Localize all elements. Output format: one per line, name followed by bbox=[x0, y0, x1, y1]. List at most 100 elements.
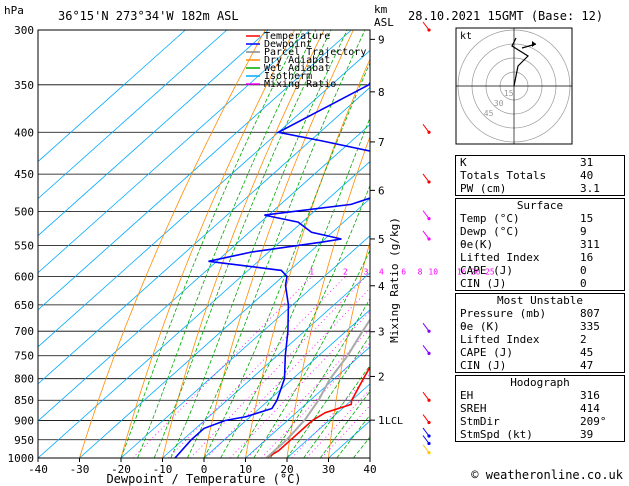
dewpoint-line bbox=[174, 81, 370, 458]
surface-value: 0 bbox=[580, 264, 587, 277]
hodograph-stat-value: 414 bbox=[580, 402, 600, 415]
mixing-ratio-label: 8 bbox=[418, 267, 423, 276]
wet-adiabat-line bbox=[236, 184, 370, 458]
mixing-ratio-label: 10 bbox=[428, 267, 438, 276]
x-tick-label: -40 bbox=[28, 463, 48, 476]
index-row: Totals Totals 40 bbox=[456, 169, 624, 182]
index-label: PW (cm) bbox=[460, 182, 507, 195]
copyright-footer: © weatheronline.co.uk bbox=[471, 468, 623, 482]
legend-label: Mixing Ratio bbox=[264, 79, 336, 90]
legend-label: Dewpoint bbox=[264, 39, 312, 50]
surface-label: Dewp (°C) bbox=[460, 225, 520, 238]
x-tick-label: 20 bbox=[280, 463, 293, 476]
km-tick-label: 9 bbox=[378, 33, 385, 46]
mixing-ratio-line bbox=[190, 276, 367, 458]
wind-barbs bbox=[422, 21, 431, 455]
hodograph-stat-row: EH 316 bbox=[456, 389, 624, 402]
most-unstable-value: 807 bbox=[580, 307, 600, 320]
isotherm-line bbox=[38, 30, 311, 274]
hodograph-stat-value: 316 bbox=[580, 389, 600, 402]
wet-adiabat-line bbox=[203, 61, 370, 458]
hodograph-title: Hodograph bbox=[510, 376, 570, 389]
dry-adiabat-line bbox=[286, 135, 370, 458]
surface-row: Temp (°C) 15 bbox=[456, 212, 624, 225]
mixing-ratio-line bbox=[261, 342, 370, 458]
km-tick-label: 2 bbox=[378, 370, 385, 383]
surface-value: 9 bbox=[580, 225, 587, 238]
legend-label: Temperature bbox=[264, 31, 330, 42]
km-tick-label: 5 bbox=[378, 233, 385, 246]
mixing-ratio-line bbox=[168, 276, 346, 458]
hodograph-ring-label: 30 bbox=[494, 99, 504, 108]
temperature-line bbox=[265, 365, 370, 458]
pressure-tick-label: 400 bbox=[14, 126, 34, 139]
indices-table: K 31 Totals Totals 40 PW (cm) 3.1 Surface Tem… bbox=[455, 155, 625, 444]
legend-label: Parcel Trajectory bbox=[264, 47, 366, 58]
x-tick-label: -20 bbox=[111, 463, 131, 476]
hodograph-ring-label: 45 bbox=[484, 109, 494, 118]
km-tick-label: 7 bbox=[378, 136, 385, 149]
km-label: km bbox=[374, 3, 388, 16]
dry-adiabat-line bbox=[162, 30, 325, 458]
isotherm-line bbox=[162, 272, 370, 458]
isotherm-line bbox=[79, 198, 370, 458]
most-unstable-value: 2 bbox=[580, 333, 587, 346]
surface-row: Dewp (°C) 9 bbox=[456, 225, 624, 238]
wet-adiabat-line bbox=[187, 30, 366, 458]
most-unstable-value: 47 bbox=[580, 359, 594, 372]
most-unstable-label: CIN (J) bbox=[460, 359, 507, 372]
most-unstable-row: Lifted Index 2 bbox=[456, 333, 624, 346]
surface-title: Surface bbox=[516, 199, 564, 212]
pressure-tick-label: 300 bbox=[14, 24, 34, 37]
hodograph-stat-label: StmDir bbox=[460, 415, 500, 428]
plot-frame bbox=[37, 29, 371, 459]
x-tick-label: 40 bbox=[363, 463, 376, 476]
km-tick-label: 1 bbox=[378, 414, 385, 427]
surface-value: 16 bbox=[580, 251, 594, 264]
hodograph-kt-label: kt bbox=[460, 31, 472, 42]
isotherm-line bbox=[203, 309, 370, 458]
x-tick-label: 0 bbox=[201, 463, 208, 476]
surface-row: θe(K) 311 bbox=[456, 238, 624, 251]
surface-label: Temp (°C) bbox=[460, 212, 520, 225]
isotherm-line bbox=[38, 161, 370, 458]
indices-block: K 31 Totals Totals 40 PW (cm) 3.1 bbox=[455, 155, 625, 196]
hodograph-stat-label: StmSpd (kt) bbox=[460, 428, 533, 441]
hodograph-stat-row: StmSpd (kt) 39 bbox=[456, 428, 624, 441]
km-tick-label: 8 bbox=[378, 86, 385, 99]
most-unstable-row: CIN (J) 47 bbox=[456, 359, 624, 372]
lcl-label: LCL bbox=[385, 416, 403, 427]
most-unstable-label: Pressure (mb) bbox=[460, 307, 547, 320]
index-row: K 31 bbox=[456, 156, 624, 169]
pressure-tick-label: 950 bbox=[14, 434, 34, 447]
hodograph-stat-row: StmDir 209° bbox=[456, 415, 624, 428]
hodograph-stat-value: 209° bbox=[580, 415, 607, 428]
surface-label: Lifted Index bbox=[460, 251, 540, 264]
x-tick-label: -10 bbox=[153, 463, 173, 476]
datetime-title: 28.10.2021 15GMT (Base: 12) bbox=[408, 9, 603, 23]
pressure-tick-label: 850 bbox=[14, 394, 34, 407]
km-tick-label: 4 bbox=[378, 280, 385, 293]
hodograph-stat-label: EH bbox=[460, 389, 474, 402]
pressure-tick-label: 650 bbox=[14, 299, 34, 312]
isotherm-line bbox=[38, 30, 352, 311]
hodograph-stat-row: SREH 414 bbox=[456, 402, 624, 415]
wet-adiabat-line bbox=[270, 297, 370, 458]
wind-barb-shaft bbox=[422, 391, 430, 401]
surface-row: Lifted Index 16 bbox=[456, 251, 624, 264]
wet-adiabat-line bbox=[220, 116, 370, 458]
wind-barb-shaft bbox=[422, 123, 430, 133]
wind-barb-shaft bbox=[422, 427, 430, 437]
most-unstable-label: Lifted Index bbox=[460, 333, 540, 346]
wind-barb-shaft bbox=[422, 210, 430, 219]
pressure-tick-label: 800 bbox=[14, 373, 34, 386]
pressure-tick-label: 350 bbox=[14, 79, 34, 92]
hodograph-trace bbox=[511, 37, 529, 87]
hodograph-stat-label: SREH bbox=[460, 402, 487, 415]
index-value: 3.1 bbox=[580, 182, 600, 195]
wet-adiabat-line bbox=[153, 30, 332, 458]
index-label: Totals Totals bbox=[460, 169, 547, 182]
most-unstable-row: θe (K) 335 bbox=[456, 320, 624, 333]
pressure-tick-label: 550 bbox=[14, 239, 34, 252]
